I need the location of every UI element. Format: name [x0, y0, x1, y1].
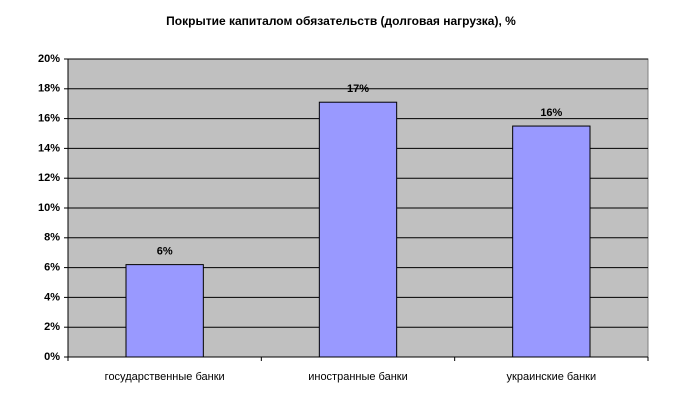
bar [512, 125, 591, 358]
y-tick-label: 18% [38, 83, 60, 95]
y-tick-label: 4% [44, 291, 60, 303]
y-tick-label: 12% [38, 172, 60, 184]
value-label: 16% [540, 107, 562, 119]
x-tick-label: государственные банки [105, 371, 225, 383]
x-tick-label: украинские банки [507, 371, 597, 383]
bar [125, 264, 204, 358]
y-tick-label: 6% [44, 262, 60, 274]
value-label: 17% [347, 83, 369, 95]
value-label: 6% [157, 246, 173, 258]
y-tick-label: 8% [44, 232, 60, 244]
y-tick-label: 16% [38, 113, 60, 125]
y-tick-label: 10% [38, 202, 60, 214]
y-tick-label: 20% [38, 53, 60, 65]
x-tick-label: иностранные банки [308, 371, 408, 383]
chart-title: Покрытие капиталом обязательств (долгова… [166, 14, 516, 28]
y-tick-label: 14% [38, 142, 60, 154]
y-tick-label: 2% [44, 321, 60, 333]
y-tick-label: 0% [44, 351, 60, 363]
bar [318, 101, 398, 358]
